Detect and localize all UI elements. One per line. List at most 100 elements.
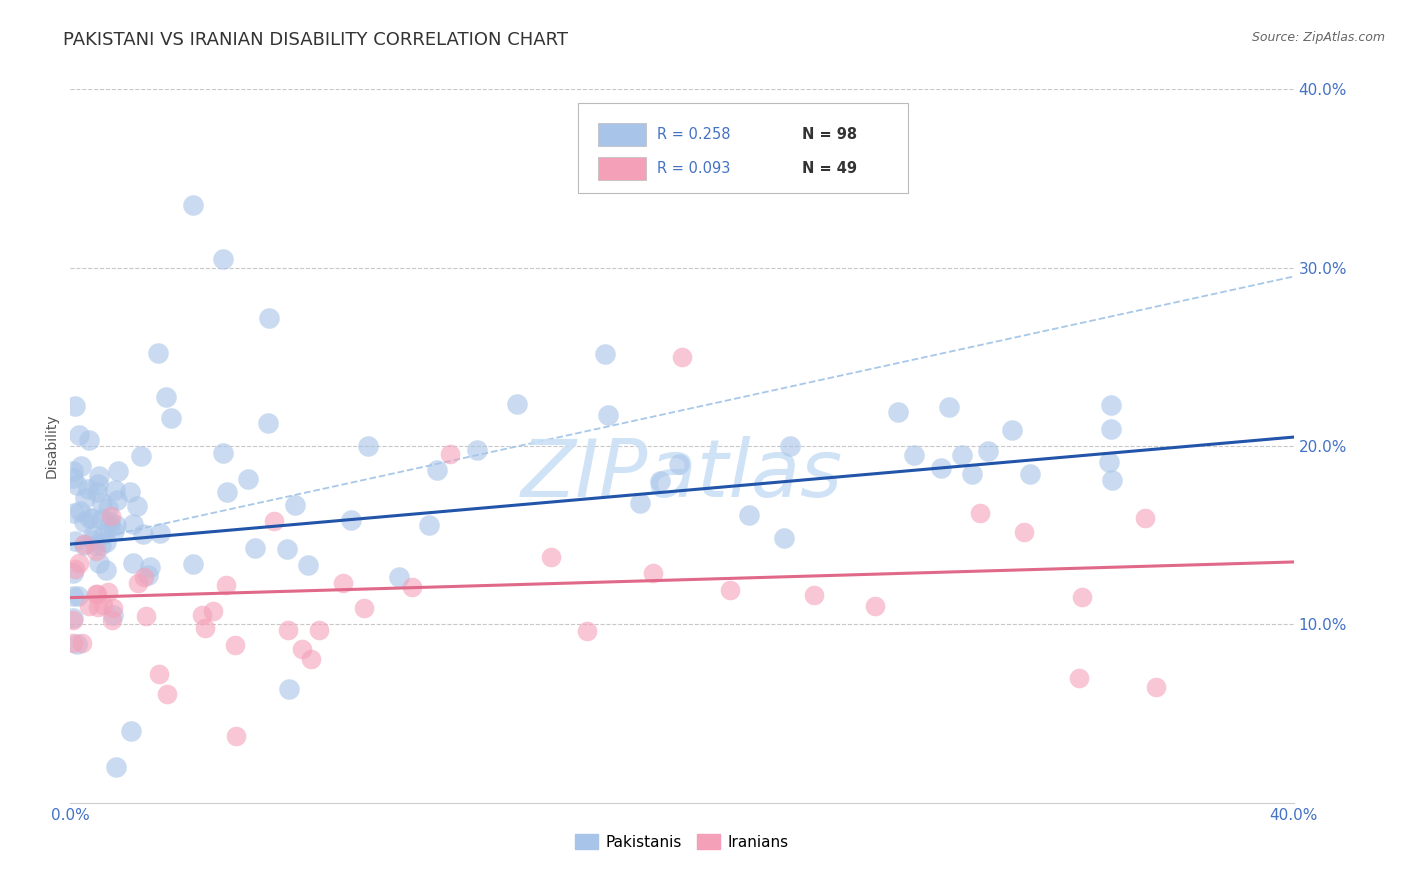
Point (212, 252, 235, 266)
Point (952, 448, 974, 462)
Point (87, 477, 110, 491)
Point (70, 636, 93, 650)
Point (1069, 671, 1091, 685)
Point (67, 556, 90, 570)
Point (62, 464, 84, 478)
Point (1098, 454, 1121, 468)
Point (194, 621, 217, 635)
Point (506, 396, 529, 410)
Point (593, 347, 616, 361)
Point (1133, 511, 1156, 525)
Point (87, 556, 110, 570)
Point (1144, 680, 1167, 694)
Point (77, 510, 100, 524)
Point (79, 433, 101, 447)
Point (929, 460, 952, 475)
Point (308, 624, 330, 638)
Point (148, 667, 170, 681)
Point (118, 485, 141, 500)
Point (104, 483, 127, 498)
Point (101, 608, 124, 623)
Text: N = 49: N = 49 (801, 161, 856, 176)
Point (62, 471, 84, 485)
Point (772, 532, 794, 546)
Point (98, 515, 121, 529)
Point (1019, 467, 1042, 482)
Point (73, 491, 96, 505)
Point (132, 570, 155, 584)
Point (96, 534, 118, 549)
Point (136, 567, 159, 582)
Point (224, 638, 246, 652)
Point (66, 589, 89, 603)
Point (257, 310, 280, 325)
Point (236, 472, 259, 486)
Point (83, 539, 105, 553)
Point (155, 390, 177, 404)
Point (977, 444, 1000, 458)
Point (215, 578, 238, 592)
Point (107, 492, 129, 507)
Point (465, 442, 488, 457)
Point (738, 508, 761, 522)
Point (72, 538, 94, 552)
Point (276, 541, 298, 556)
Point (146, 346, 169, 360)
Point (93, 526, 115, 541)
Point (938, 400, 960, 414)
Point (80, 510, 103, 524)
Text: N = 98: N = 98 (801, 128, 856, 143)
Point (62, 566, 84, 580)
Point (297, 558, 319, 572)
Point (77, 482, 100, 496)
Point (65, 637, 87, 651)
Point (121, 516, 143, 531)
Point (1099, 422, 1122, 436)
Point (160, 411, 183, 425)
Point (86, 600, 108, 615)
Point (122, 556, 145, 570)
Point (215, 484, 238, 499)
Point (96, 563, 118, 577)
Point (100, 508, 122, 523)
Point (291, 642, 314, 657)
Point (101, 613, 124, 627)
Point (628, 496, 651, 510)
Point (1101, 473, 1123, 487)
Point (388, 570, 411, 584)
Point (357, 439, 380, 453)
Point (181, 558, 204, 572)
Point (105, 518, 128, 533)
Point (67, 428, 90, 442)
Point (82, 528, 104, 542)
Point (439, 447, 461, 461)
Point (969, 507, 991, 521)
Point (598, 408, 620, 422)
Point (121, 724, 143, 739)
Point (105, 760, 128, 774)
Point (1099, 397, 1122, 411)
Point (63, 506, 86, 520)
Y-axis label: Disability: Disability (45, 414, 59, 478)
Point (139, 559, 162, 574)
Point (212, 446, 235, 460)
Point (62, 590, 84, 604)
Point (87, 469, 110, 483)
Point (401, 580, 423, 594)
Point (540, 550, 562, 565)
Point (903, 448, 925, 462)
Text: PAKISTANI VS IRANIAN DISABILITY CORRELATION CHART: PAKISTANI VS IRANIAN DISABILITY CORRELAT… (63, 31, 568, 49)
Text: Source: ZipAtlas.com: Source: ZipAtlas.com (1251, 31, 1385, 45)
Point (84, 544, 107, 558)
Point (284, 498, 307, 512)
Point (225, 729, 247, 743)
Point (103, 524, 125, 539)
Point (70, 458, 93, 473)
Point (65, 400, 87, 414)
Point (960, 467, 983, 481)
Text: R = 0.093: R = 0.093 (658, 161, 731, 176)
Point (181, 198, 204, 212)
Point (90, 538, 112, 552)
Point (97, 500, 120, 515)
Point (97, 584, 120, 599)
